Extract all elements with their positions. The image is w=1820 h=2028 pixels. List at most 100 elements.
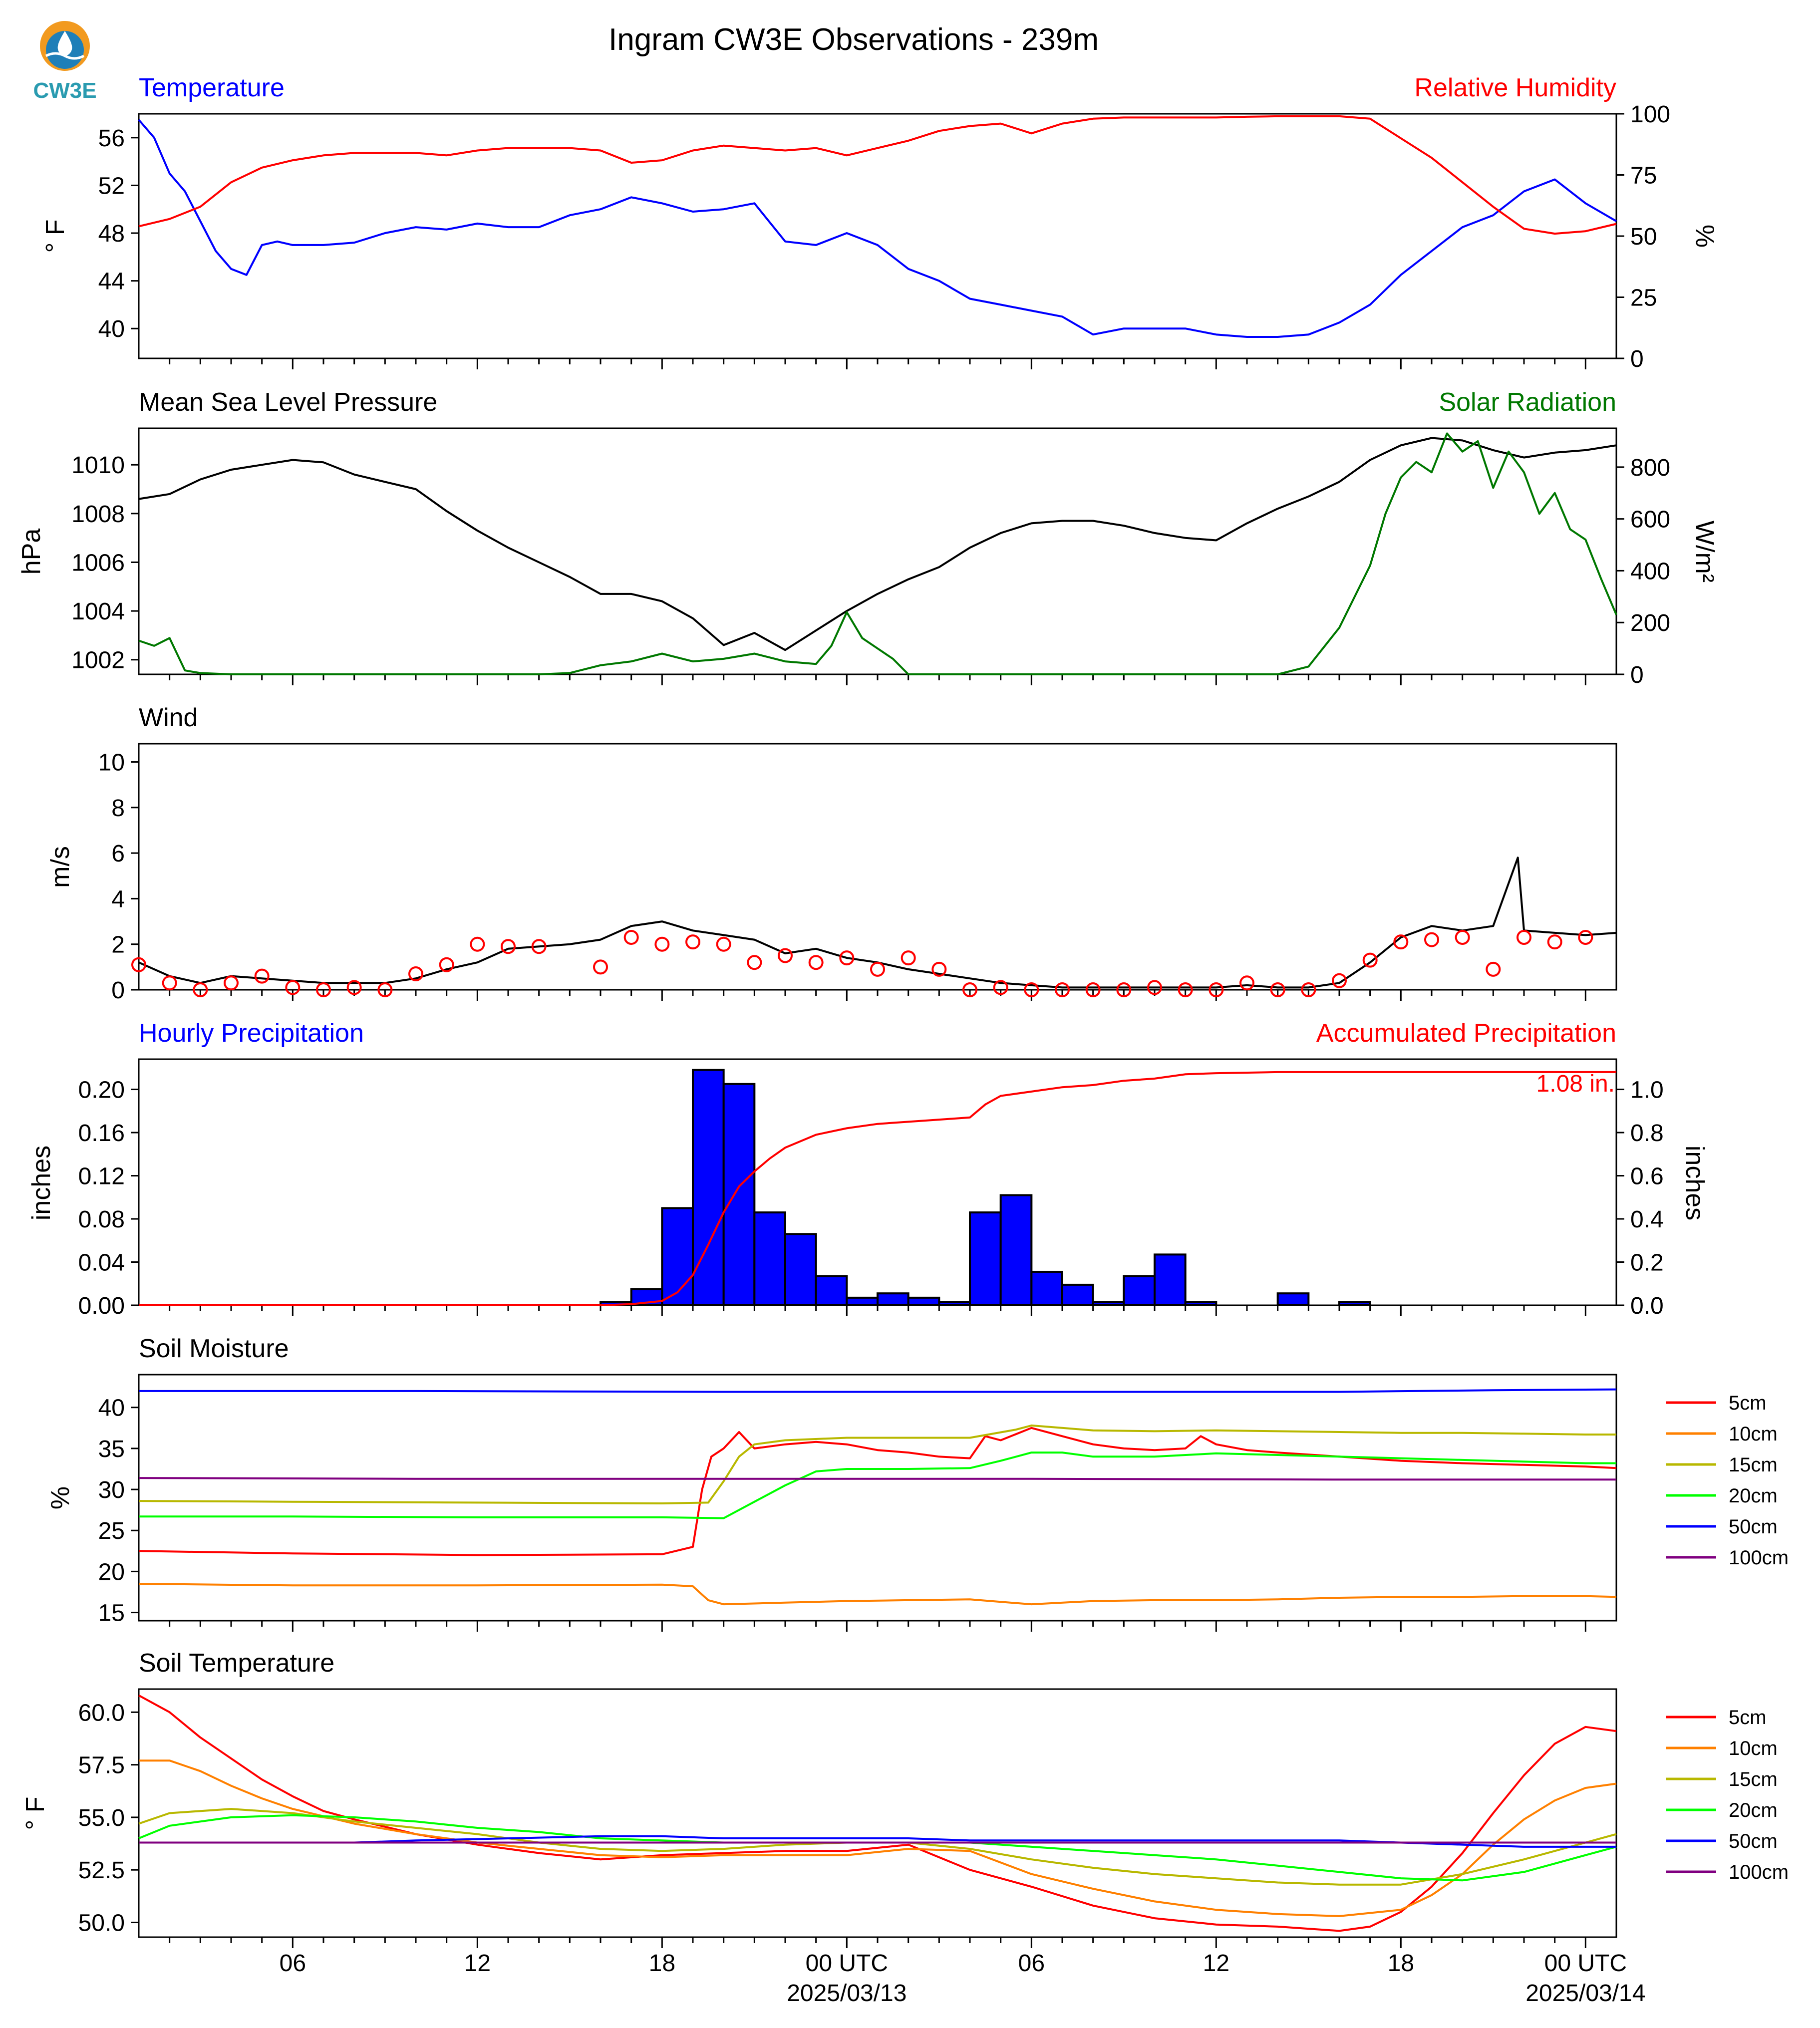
precip-bar <box>907 1296 940 1306</box>
legend-label-50cm: 50cm <box>1729 1830 1778 1852</box>
wind-gust-marker <box>285 980 301 995</box>
panel-temperature-rh: Temperature Relative Humidity ° F % 40 44… <box>41 73 1719 372</box>
ytick-label: 25 <box>98 1518 125 1544</box>
ytick-label: 2 <box>111 932 125 958</box>
series-line-s0 <box>138 119 1617 338</box>
precip-bar <box>661 1207 694 1307</box>
panel-2-xticks <box>169 674 1586 685</box>
precip-bar <box>1123 1275 1156 1306</box>
ytick-label: 6 <box>111 841 125 867</box>
panel-2-title-left: Mean Sea Level Pressure <box>139 388 437 417</box>
wind-gust-marker <box>1455 930 1470 945</box>
panel-3-frame <box>138 743 1617 991</box>
xtick-label: 00 UTC <box>806 1950 888 1977</box>
series-line-50cm <box>139 1388 1617 1393</box>
precip-bar <box>692 1069 725 1306</box>
series-line-s0 <box>138 437 1617 651</box>
ytick-label: 0.20 <box>78 1077 125 1104</box>
wind-gust-marker <box>1578 930 1593 945</box>
ytick-right-label: 25 <box>1630 285 1657 311</box>
ytick-label: 15 <box>98 1600 125 1627</box>
xtick-label: 12 <box>464 1950 491 1977</box>
legend-label-100cm: 100cm <box>1729 1861 1789 1883</box>
wind-gust-marker <box>439 957 454 972</box>
ytick-right-label: 100 <box>1630 101 1670 128</box>
wind-gust-marker <box>1517 930 1531 945</box>
ytick-label: 40 <box>98 1395 125 1422</box>
panel-4-title-right: Accumulated Precipitation <box>1316 1019 1616 1048</box>
legend-label-10cm: 10cm <box>1729 1423 1778 1445</box>
ytick-label: 57.5 <box>78 1752 125 1779</box>
legend-label-10cm: 10cm <box>1729 1738 1778 1759</box>
ytick-right-label: 1.0 <box>1630 1077 1664 1104</box>
wind-gust-marker <box>224 975 239 991</box>
wind-gust-marker <box>193 982 208 997</box>
wind-gust-marker <box>1393 934 1409 950</box>
wind-gust-marker <box>531 939 547 954</box>
panel-4-frame <box>138 1058 1617 1306</box>
xtick-date-label: 2025/03/13 <box>787 1980 907 2007</box>
panel-1-yticks: 40 44 48 52 56 <box>98 125 139 342</box>
ytick-right-label: 600 <box>1630 507 1670 533</box>
ytick-label: 56 <box>98 125 125 152</box>
series-line-10cm <box>138 1583 1617 1606</box>
wind-gust-marker <box>1424 932 1439 947</box>
wind-gust-marker <box>131 957 146 972</box>
panel-6-yticks: 50.0 52.5 55.0 57.5 60.0 <box>78 1700 139 1937</box>
xtick-label: 18 <box>1388 1950 1414 1977</box>
panel-6-xticks <box>169 1937 1586 1948</box>
wind-gust-marker <box>839 950 855 966</box>
ytick-label: 1010 <box>71 452 125 479</box>
wind-gust-marker <box>1178 982 1193 997</box>
panel-6-frame <box>138 1688 1617 1938</box>
panel-5-series <box>138 1388 1617 1606</box>
series-line-s0 <box>138 857 1617 989</box>
precip-bar <box>938 1301 971 1307</box>
ytick-right-label: 200 <box>1630 610 1670 636</box>
series-line-s1 <box>138 432 1617 675</box>
ytick-label: 44 <box>98 269 125 295</box>
panel-6-ylabel: ° F <box>21 1796 50 1830</box>
series-line-s1 <box>138 115 1617 235</box>
ytick-right-label: 400 <box>1630 558 1670 584</box>
wind-gust-marker <box>962 982 977 997</box>
wind-gust-marker <box>716 936 731 952</box>
ytick-label: 1002 <box>71 647 125 674</box>
ytick-label: 1008 <box>71 501 125 528</box>
figure-title: Ingram CW3E Observations - 239m <box>608 22 1099 57</box>
ytick-label: 8 <box>111 795 125 822</box>
ytick-right-label: 0.8 <box>1630 1120 1664 1147</box>
legend-label-15cm: 15cm <box>1729 1454 1778 1476</box>
panel-1-ylabel-right: % <box>1690 225 1719 248</box>
ytick-right-label: 75 <box>1630 163 1657 189</box>
panel-soil-temperature: Soil Temperature ° F 50.0 52.5 55.0 57.5 60.… <box>21 1649 1789 2007</box>
panel-2-yticks: 1002 1004 1006 1008 1010 <box>71 452 139 674</box>
wind-gust-marker <box>408 966 423 982</box>
ytick-label: 40 <box>98 316 125 342</box>
precip-bar <box>1338 1301 1371 1307</box>
panel-wind: Wind m/s 0 2 4 6 8 10 <box>46 703 1617 1004</box>
panel-pressure-solar: Mean Sea Level Pressure Solar Radiation … <box>17 388 1719 688</box>
panel-1-xticks <box>169 358 1586 369</box>
panel-1-ylabel: ° F <box>41 219 70 253</box>
wind-gust-marker <box>1209 982 1224 997</box>
ytick-label: 52.5 <box>78 1857 125 1884</box>
wind-gust-marker <box>623 930 639 945</box>
wind-gust-marker <box>808 955 824 970</box>
wind-gust-marker <box>593 959 608 975</box>
ytick-label: 10 <box>98 750 125 776</box>
panel-3-xticks <box>169 990 1586 1001</box>
ytick-label: 0.00 <box>78 1293 125 1319</box>
panel-3-ylabel: m/s <box>46 846 75 888</box>
logo-drop-icon <box>57 31 72 56</box>
wind-gust-marker <box>1362 952 1378 968</box>
wind-gust-marker <box>1332 973 1347 988</box>
logo-text: CW3E <box>33 78 96 103</box>
panel-4-yticks-right: 0.0 0.2 0.4 0.6 0.8 1.0 <box>1616 1077 1664 1319</box>
panel-5-yticks: 15 20 25 30 35 40 <box>98 1395 139 1627</box>
wind-gust-marker <box>1486 961 1501 977</box>
ytick-right-label: 0.6 <box>1630 1163 1664 1190</box>
wind-gust-marker <box>316 982 331 997</box>
wind-gust-marker <box>162 975 177 991</box>
accumulated-total-annotation: 1.08 in. <box>1536 1071 1615 1097</box>
